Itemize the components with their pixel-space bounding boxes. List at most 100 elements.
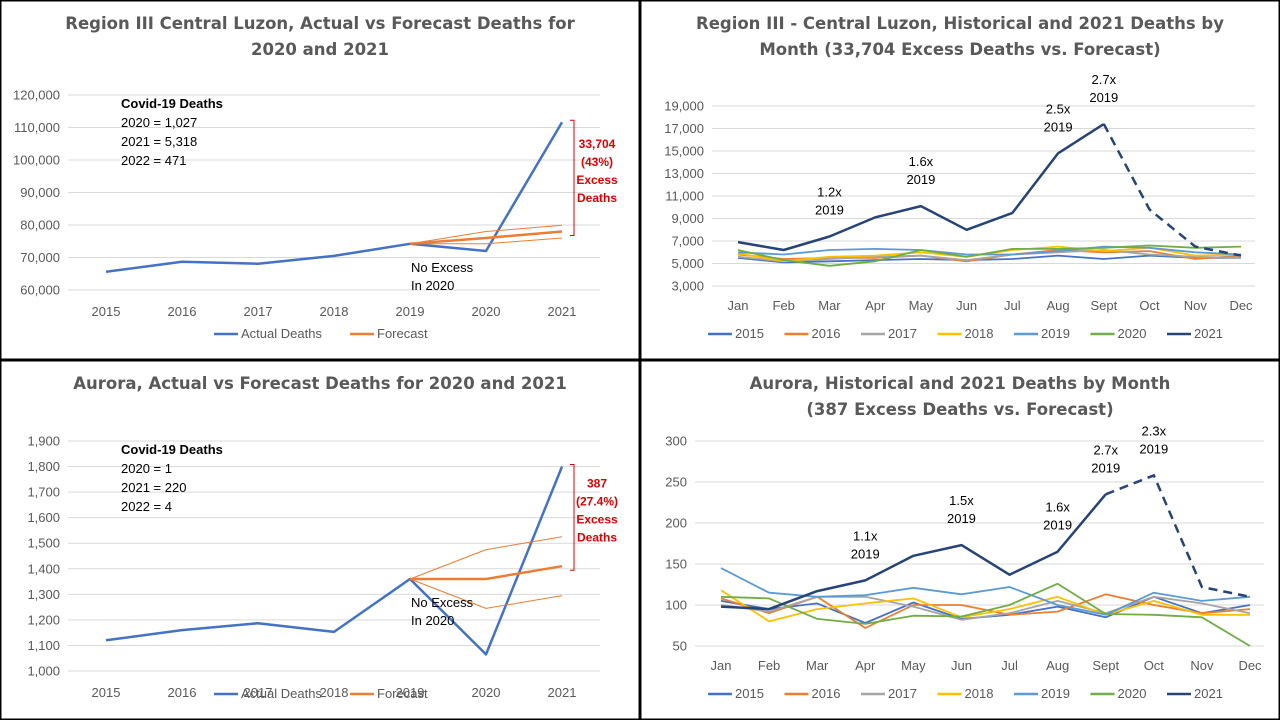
- ratio-annotation: 2019: [1089, 90, 1118, 105]
- y-tick-label: 200: [665, 516, 687, 531]
- y-tick-label: 1,900: [27, 434, 60, 449]
- series-line-forecast: [410, 564, 563, 581]
- y-tick-label: 1,100: [27, 638, 60, 653]
- x-tick-label: Jun: [951, 658, 972, 673]
- x-tick-label: Dec: [1229, 298, 1253, 313]
- x-tick-label: Feb: [758, 658, 780, 673]
- x-tick-label: Oct: [1139, 298, 1160, 313]
- x-tick-label: Jul: [1004, 298, 1021, 313]
- no-excess-label: No Excess: [411, 260, 474, 275]
- covid-deaths-line: 2022 = 4: [121, 499, 172, 514]
- covid-deaths-title: Covid-19 Deaths: [121, 442, 223, 457]
- y-tick-label: 1,800: [27, 459, 60, 474]
- excess-bracket: [570, 464, 575, 571]
- chart-title: Region III Central Luzon, Actual vs Fore…: [65, 14, 575, 33]
- series-line-forecast: [409, 230, 563, 246]
- panel-border: [0, 360, 640, 720]
- ratio-annotation: 1.5x: [949, 493, 974, 508]
- legend-label: 2015: [735, 326, 764, 341]
- chart-title: Month (33,704 Excess Deaths vs. Forecast…: [759, 40, 1160, 59]
- x-tick-label: Oct: [1144, 658, 1165, 673]
- x-tick-label: Aug: [1047, 298, 1070, 313]
- x-tick-label: Mar: [818, 298, 841, 313]
- no-excess-label: No Excess: [411, 595, 474, 610]
- excess-deaths-label: Excess: [576, 512, 618, 526]
- x-tick-label: Jun: [956, 298, 977, 313]
- series-line-2020: [737, 244, 1242, 267]
- covid-deaths-line: 2020 = 1: [121, 461, 172, 476]
- ratio-annotation: 2.3x: [1142, 423, 1167, 438]
- legend-label: 2016: [812, 326, 841, 341]
- legend-label: 2021: [1194, 326, 1223, 341]
- excess-deaths-label: 387: [587, 476, 607, 490]
- y-tick-label: 1,000: [27, 664, 60, 679]
- y-tick-label: 1,700: [27, 485, 60, 500]
- chart-title: (387 Excess Deaths vs. Forecast): [806, 400, 1113, 419]
- y-tick-label: 250: [665, 475, 687, 490]
- x-tick-label: Jul: [1001, 658, 1018, 673]
- series-line-forecast-band: [409, 578, 563, 609]
- x-tick-label: Jan: [711, 658, 732, 673]
- x-tick-label: 2019: [396, 685, 425, 700]
- y-tick-label: 60,000: [20, 283, 60, 298]
- y-tick-label: 5,000: [671, 256, 704, 271]
- covid-deaths-line: 2021 = 220: [121, 480, 186, 495]
- ratio-annotation: 2019: [947, 511, 976, 526]
- y-tick-label: 1,200: [27, 612, 60, 627]
- excess-deaths-label: Excess: [576, 173, 618, 187]
- y-tick-label: 150: [665, 557, 687, 572]
- legend-label: 2020: [1118, 686, 1147, 701]
- x-tick-label: 2016: [168, 304, 197, 319]
- series-line-forecast-band: [409, 536, 563, 580]
- y-tick-label: 1,600: [27, 510, 60, 525]
- x-tick-label: Dec: [1238, 658, 1262, 673]
- y-tick-label: 11,000: [665, 189, 704, 204]
- y-tick-label: 80,000: [20, 218, 60, 233]
- x-tick-label: Nov: [1184, 298, 1208, 313]
- x-tick-label: May: [901, 658, 926, 673]
- covid-deaths-line: 2021 = 5,318: [121, 134, 197, 149]
- y-tick-label: 120,000: [13, 88, 60, 103]
- covid-deaths-line: 2020 = 1,027: [121, 115, 197, 130]
- x-tick-label: Apr: [855, 658, 876, 673]
- x-tick-label: Sept: [1090, 298, 1117, 313]
- y-tick-label: 90,000: [20, 185, 60, 200]
- x-tick-label: 2017: [244, 685, 273, 700]
- series-line-2017: [737, 249, 1242, 263]
- excess-deaths-label: (43%): [581, 155, 613, 169]
- no-excess-label: In 2020: [411, 613, 454, 628]
- legend-label: Actual Deaths: [241, 686, 322, 701]
- series-line-2017: [720, 595, 1251, 621]
- legend-label: 2017: [888, 686, 917, 701]
- y-tick-label: 1,500: [27, 536, 60, 551]
- legend-label: Actual Deaths: [241, 326, 322, 341]
- series-line-2019: [737, 245, 1242, 256]
- y-tick-label: 9,000: [671, 211, 704, 226]
- legend-label: Forecast: [377, 326, 428, 341]
- legend-label: 2021: [1194, 686, 1223, 701]
- ratio-annotation: 2019: [906, 172, 935, 187]
- chart-panel-4: Aurora, Historical and 2021 Deaths by Mo…: [640, 360, 1280, 720]
- chart-title: Region III - Central Luzon, Historical a…: [696, 14, 1224, 33]
- y-tick-label: 19,000: [664, 99, 704, 114]
- series-line-forecast-band: [410, 237, 563, 245]
- x-tick-label: Aug: [1046, 658, 1069, 673]
- covid-deaths-line: 2022 = 471: [121, 153, 186, 168]
- legend-label: 2020: [1118, 326, 1147, 341]
- chart-panel-3: Aurora, Actual vs Forecast Deaths for 20…: [0, 360, 640, 720]
- series-line-2021-projected: [1102, 123, 1242, 257]
- legend-label: 2019: [1041, 686, 1070, 701]
- y-tick-label: 50: [673, 639, 687, 654]
- x-tick-label: 2021: [548, 304, 577, 319]
- y-tick-label: 13,000: [664, 166, 704, 181]
- chart-panel-1: Region III Central Luzon, Actual vs Fore…: [0, 0, 640, 360]
- chart-title: Aurora, Actual vs Forecast Deaths for 20…: [73, 374, 567, 393]
- ratio-annotation: 2.5x: [1046, 101, 1071, 116]
- y-tick-label: 17,000: [664, 121, 704, 136]
- y-tick-label: 300: [665, 434, 687, 449]
- x-tick-label: 2018: [320, 685, 349, 700]
- ratio-annotation: 1.1x: [853, 528, 878, 543]
- x-tick-label: May: [909, 298, 934, 313]
- excess-deaths-label: Deaths: [577, 191, 617, 205]
- y-tick-label: 1,300: [27, 587, 60, 602]
